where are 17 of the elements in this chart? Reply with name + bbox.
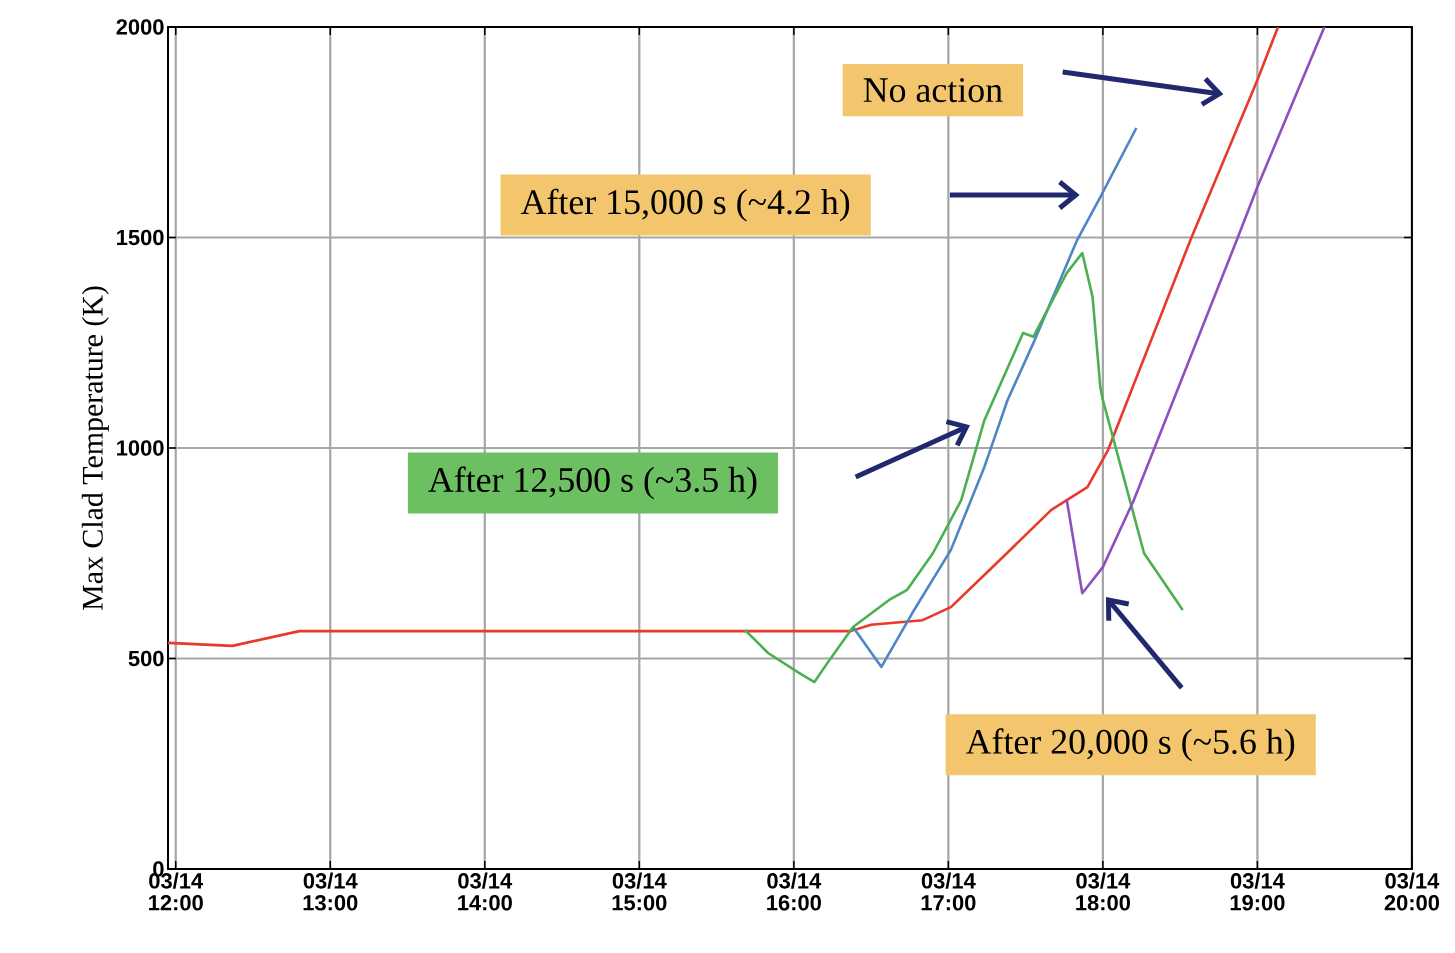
x-tick-label: 03/14 13:00 [303, 872, 358, 911]
x-tick-label: 03/14 19:00 [1230, 872, 1285, 911]
x-tick-label: 03/14 14:00 [458, 872, 513, 911]
x-tick-label: 03/14 20:00 [1384, 872, 1440, 911]
x-tick-label: 03/14 18:00 [1076, 872, 1131, 911]
annotation: After 20,000 s (~5.6 h) [965, 728, 1295, 762]
y-tick-label: 1500 [117, 229, 164, 246]
x-tick-label: 03/14 17:00 [921, 872, 976, 911]
y-tick-label: 500 [128, 650, 164, 667]
y-axis-title: Max Clad Temperature (K) [81, 286, 109, 610]
annotation: After 15,000 s (~4.2 h) [520, 188, 850, 222]
y-tick-label: 2000 [116, 19, 164, 35]
y-tick-label: 1000 [117, 440, 164, 456]
x-tick-label: 03/14 15:00 [612, 872, 667, 911]
annotation: After 12,500 s (~3.5 h) [428, 466, 757, 500]
annotation: No action [863, 78, 1003, 103]
x-tick-label: 03/14 16:00 [767, 872, 822, 911]
